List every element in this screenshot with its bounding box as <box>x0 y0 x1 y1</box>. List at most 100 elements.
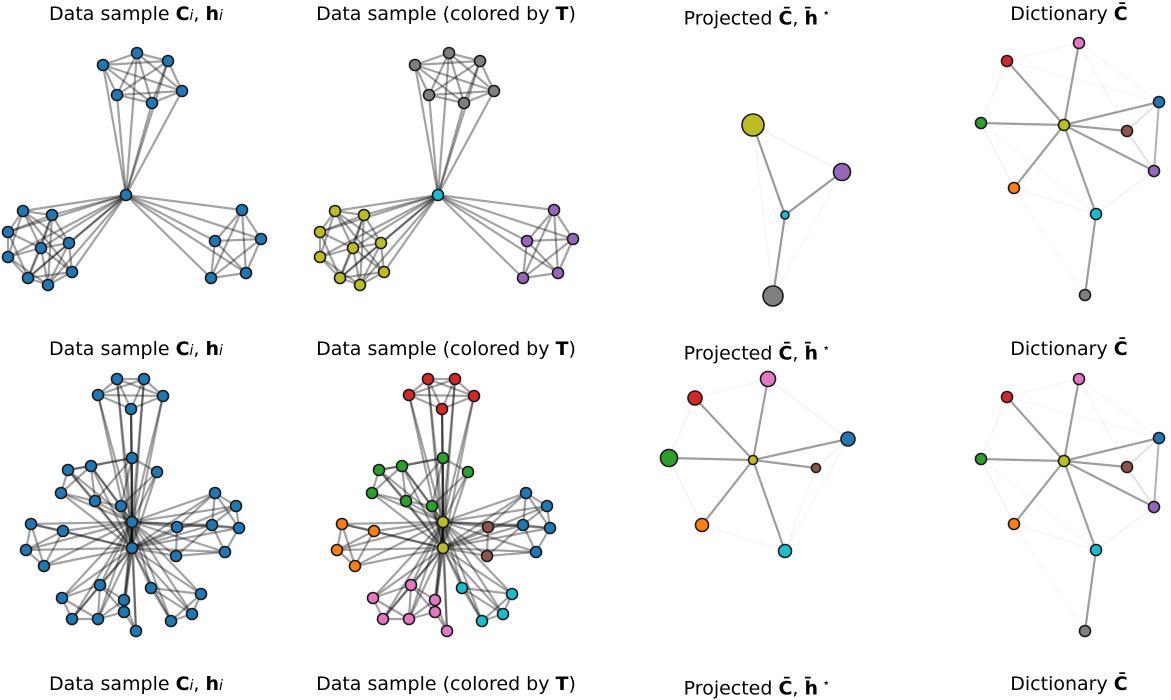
graph-edge <box>480 592 514 623</box>
graph-projected-row2 <box>659 370 856 559</box>
graph-node <box>125 541 139 555</box>
graph-node <box>61 463 75 477</box>
graph-dictionary-row2 <box>974 372 1166 638</box>
graph-edge <box>66 468 134 550</box>
graph-edge <box>318 209 337 259</box>
graph-edge <box>130 525 179 550</box>
graph-edge <box>407 393 476 398</box>
graph-edge <box>552 208 560 275</box>
graph-edge <box>130 394 165 524</box>
graph-node <box>218 545 232 559</box>
graph-edge <box>149 586 194 616</box>
graph-edge <box>1078 378 1128 468</box>
title-colored-row1: Data sample (colored by T) <box>316 3 576 25</box>
graph-edge <box>751 458 818 470</box>
graph-node <box>125 451 139 465</box>
graph-edge <box>1126 437 1160 468</box>
graph-edge <box>436 193 525 280</box>
graph-edge <box>1013 187 1097 215</box>
graph-node <box>232 521 246 535</box>
graph-edge <box>381 583 413 621</box>
graph-edge <box>441 520 538 554</box>
graph-edge <box>130 520 227 554</box>
graph-edge <box>353 529 376 568</box>
graph-edge <box>440 407 445 524</box>
graph-edge <box>694 378 769 399</box>
graph-edge <box>407 520 445 621</box>
graph-edge <box>440 407 445 460</box>
graph-edge <box>441 546 514 596</box>
graph-edge <box>24 546 134 552</box>
graph-edge <box>119 456 134 508</box>
graph-node <box>780 210 790 220</box>
graph-edge <box>1126 466 1155 508</box>
graph-edge <box>6 213 54 234</box>
graph-edge <box>379 193 440 245</box>
graph-edge <box>42 529 65 568</box>
graph-edge <box>358 213 366 287</box>
graph-node <box>974 452 988 466</box>
graph-edge <box>213 237 263 243</box>
graph-edge <box>333 193 440 213</box>
graph-edge <box>353 520 445 568</box>
graph-edge <box>370 464 404 495</box>
graph-sample-row1 <box>1 46 268 292</box>
graph-edge <box>462 59 482 105</box>
graph-edge <box>358 193 440 287</box>
graph-edge <box>668 457 703 526</box>
graph-edge <box>430 504 445 550</box>
graph-edge <box>441 546 489 558</box>
graph-edge <box>124 193 244 212</box>
graph-node <box>93 578 107 592</box>
graph-node <box>442 46 456 60</box>
graph-node <box>436 515 450 529</box>
graph-node <box>1057 454 1071 468</box>
graph-edge <box>130 520 241 530</box>
graph-node <box>164 614 178 628</box>
graph-edge <box>213 208 244 243</box>
graph-edge <box>980 396 1008 460</box>
graph-edge <box>371 520 445 600</box>
graph-node <box>254 232 268 246</box>
graph-node <box>1089 543 1103 557</box>
graph-node <box>1147 500 1161 514</box>
graph-dictionary-row1 <box>974 36 1166 302</box>
graph-edge <box>130 377 146 524</box>
graph-edge <box>96 520 134 621</box>
graph-node <box>110 88 124 102</box>
graph-edge <box>130 546 194 616</box>
graph-edge <box>979 457 1066 463</box>
graph-edge <box>89 456 134 468</box>
graph-colored-row2 <box>330 372 557 638</box>
graph-edge <box>1006 378 1080 398</box>
graph-edge <box>979 121 1066 127</box>
graph-edge <box>751 123 787 217</box>
graph-edge <box>525 237 575 243</box>
graph-node <box>1152 431 1166 445</box>
graph-node <box>353 278 367 292</box>
graph-edge <box>1062 377 1081 463</box>
graph-edge <box>433 520 445 602</box>
graph-edge <box>351 193 440 250</box>
graph-edge <box>130 546 203 596</box>
graph-edge <box>89 464 134 550</box>
graph-node <box>346 241 360 255</box>
graph-node <box>431 188 445 202</box>
graph-node <box>313 250 327 264</box>
graph-edge <box>93 499 134 524</box>
graph-edge <box>130 504 238 524</box>
graph-node <box>19 543 33 557</box>
graph-edge <box>441 523 525 550</box>
graph-edge <box>441 491 528 524</box>
graph-edge <box>61 520 134 533</box>
graph-edge <box>767 378 849 440</box>
graph-node <box>408 58 422 72</box>
graph-edge <box>441 546 449 633</box>
title-data-sample-row1: Data sample Ci, hi <box>49 3 223 25</box>
graph-edge <box>524 491 552 530</box>
graph-node <box>428 605 442 619</box>
title-data-sample-row2: Data sample Ci, hi <box>49 338 223 360</box>
graph-node <box>467 389 481 403</box>
graph-edge <box>130 546 138 633</box>
